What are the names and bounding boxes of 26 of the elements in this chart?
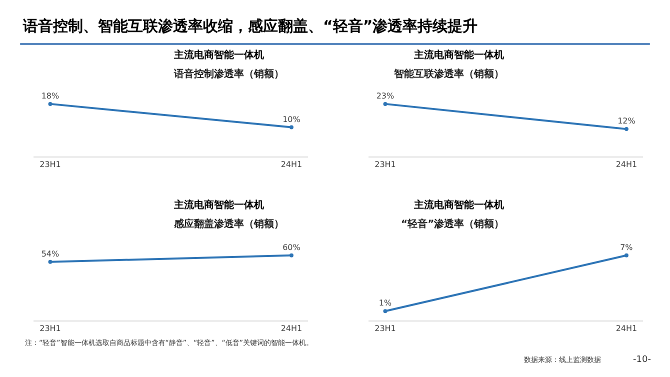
chart-title: 主流电商智能一体机	[413, 199, 504, 211]
x-tick-label: 24H1	[616, 324, 638, 334]
data-label: 12%	[618, 116, 636, 126]
chart-title: 主流电商智能一体机	[173, 199, 264, 211]
data-label: 54%	[41, 249, 60, 258]
chart-subtitle: 感应翻盖渗透率（销额）	[173, 218, 284, 230]
data-label: 60%	[282, 242, 301, 252]
text: 语音控制、智能互联渗透率收缩，感应翻盖、“轻音”渗透率持续提升	[22, 17, 478, 35]
x-tick-label: 23H1	[374, 324, 396, 334]
data-label: 10%	[282, 114, 301, 124]
chart-title: 主流电商智能一体机	[173, 49, 264, 61]
x-tick-label: 23H1	[40, 324, 61, 334]
data-label: 18%	[41, 91, 60, 100]
chart-subtitle: 语音控制渗透率（销额）	[173, 68, 284, 80]
x-tick-label: 24H1	[616, 160, 638, 170]
data-label: 23%	[376, 91, 395, 100]
x-tick-label: 24H1	[280, 324, 302, 334]
data-label: 7%	[620, 242, 634, 252]
x-tick-label: 23H1	[40, 160, 61, 170]
x-tick-label: 23H1	[374, 160, 396, 170]
data-label: 1%	[378, 298, 392, 308]
x-tick-label: 24H1	[280, 160, 302, 170]
text: -10-	[633, 355, 651, 365]
chart-title: 主流电商智能一体机	[413, 49, 504, 61]
chart-subtitle: “轻音”渗透率（销额）	[401, 218, 504, 230]
chart-subtitle: 智能互联渗透率（销额）	[393, 68, 504, 80]
